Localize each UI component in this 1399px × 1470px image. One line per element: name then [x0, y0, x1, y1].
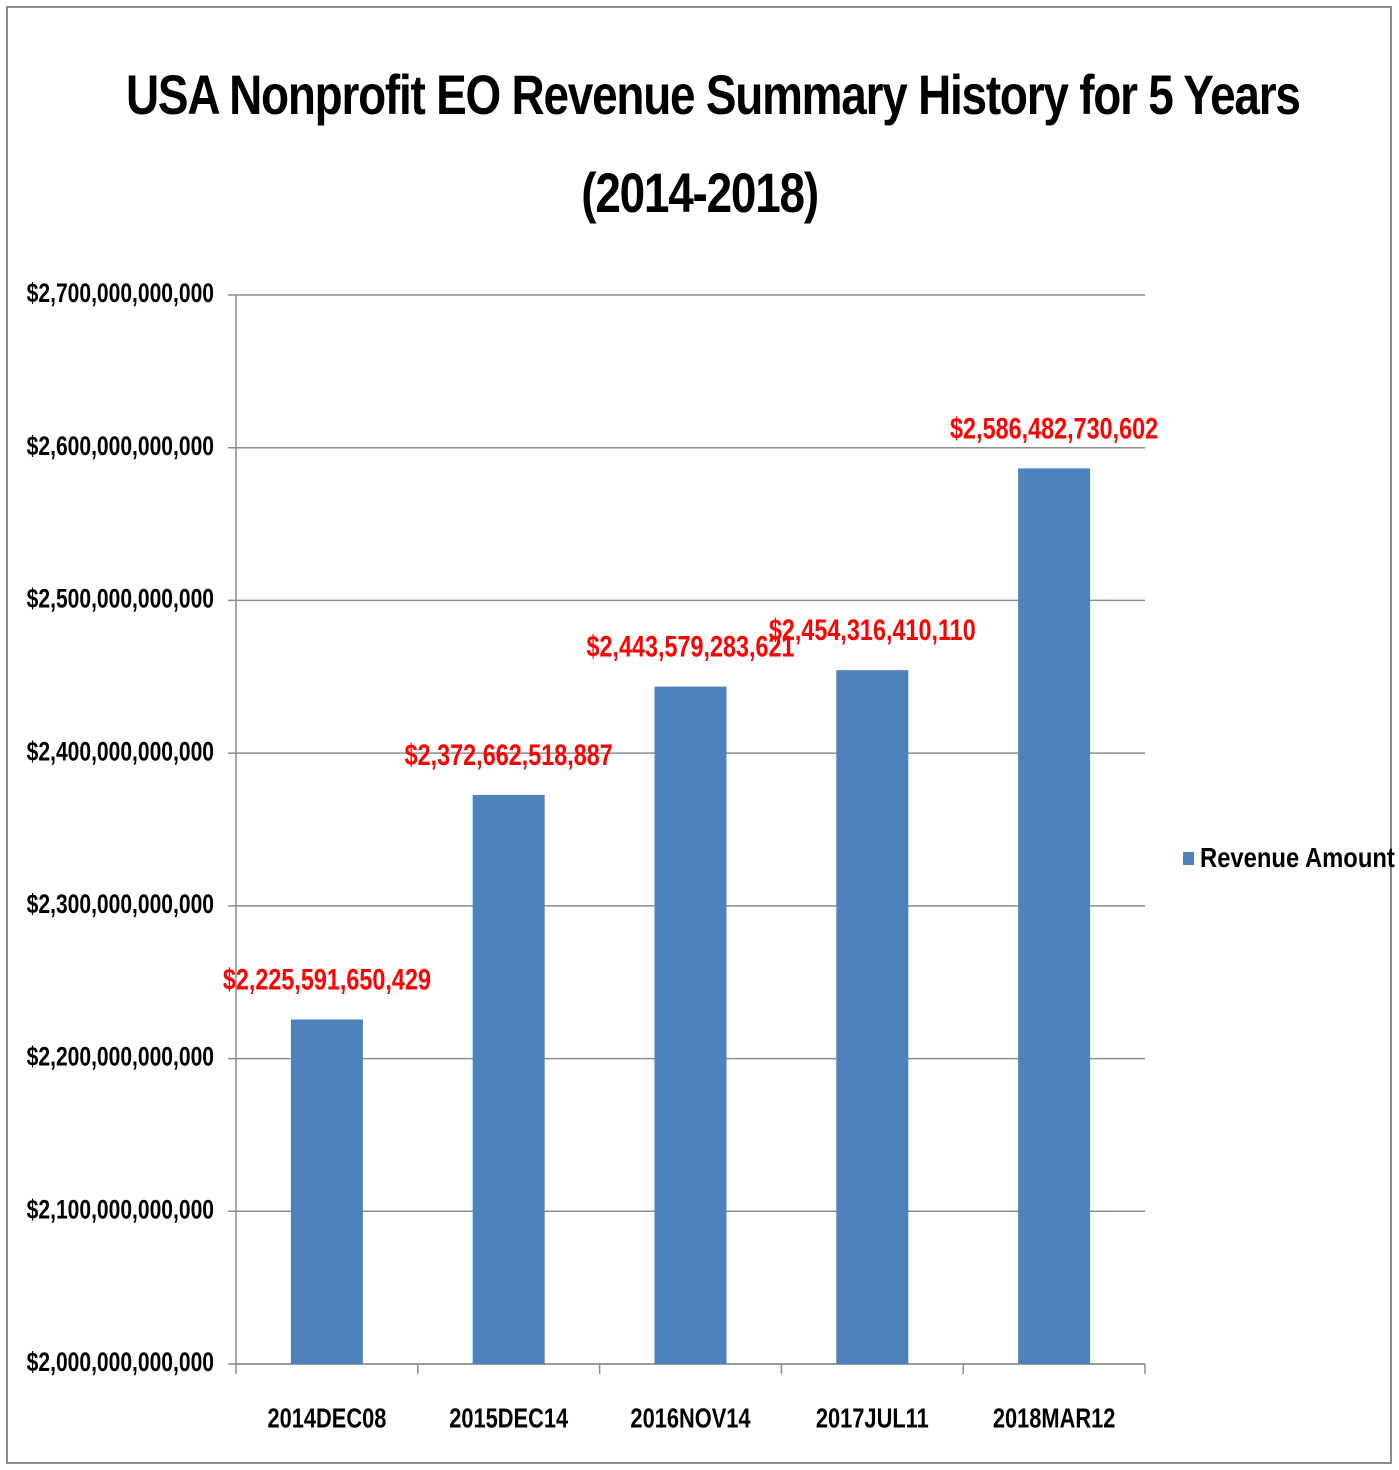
data-labels: $2,225,591,650,429 $2,372,662,518,887 $2,4…: [223, 412, 1158, 997]
x-tick-label: 2016NOV14: [630, 1403, 750, 1434]
legend-swatch: [1183, 851, 1195, 865]
chart-title: USA Nonprofit EO Revenue Summary History…: [126, 63, 1301, 126]
x-tick-label: 2015DEC14: [449, 1403, 568, 1434]
y-tick-label: $2,600,000,000,000: [27, 431, 214, 461]
bars: [290, 468, 1091, 1365]
data-label: $2,225,591,650,429: [223, 963, 431, 996]
y-tick-label: $2,300,000,000,000: [27, 890, 214, 920]
legend-label: Revenue Amount: [1200, 842, 1395, 873]
bar: [654, 686, 727, 1364]
chart-subtitle: (2014-2018): [581, 161, 819, 224]
x-axis-tick-labels: 2014DEC08 2015DEC14 2016NOV14 2017JUL11 2018…: [267, 1403, 1115, 1434]
y-axis-tick-labels: $2,000,000,000,000 $2,100,000,000,000 $2,2…: [27, 279, 214, 1378]
bar: [472, 794, 545, 1364]
y-tick-label: $2,000,000,000,000: [27, 1348, 214, 1378]
data-label: $2,372,662,518,887: [405, 738, 613, 771]
bar: [836, 670, 909, 1364]
data-label: $2,454,316,410,110: [769, 613, 976, 646]
y-tick-label: $2,700,000,000,000: [27, 279, 214, 309]
x-tick-label: 2017JUL11: [816, 1403, 929, 1434]
x-tick-label: 2014DEC08: [267, 1403, 386, 1434]
data-label: $2,443,579,283,621: [586, 630, 794, 663]
y-tick-label: $2,100,000,000,000: [27, 1195, 214, 1225]
x-tick-label: 2018MAR12: [993, 1403, 1116, 1434]
y-tick-label: $2,400,000,000,000: [27, 737, 214, 767]
bar: [290, 1019, 363, 1364]
legend: Revenue Amount: [1183, 842, 1395, 874]
data-label: $2,586,482,730,602: [950, 412, 1158, 445]
y-tick-label: $2,200,000,000,000: [27, 1042, 214, 1072]
bar: [1018, 468, 1091, 1365]
y-tick-label: $2,500,000,000,000: [27, 584, 214, 614]
